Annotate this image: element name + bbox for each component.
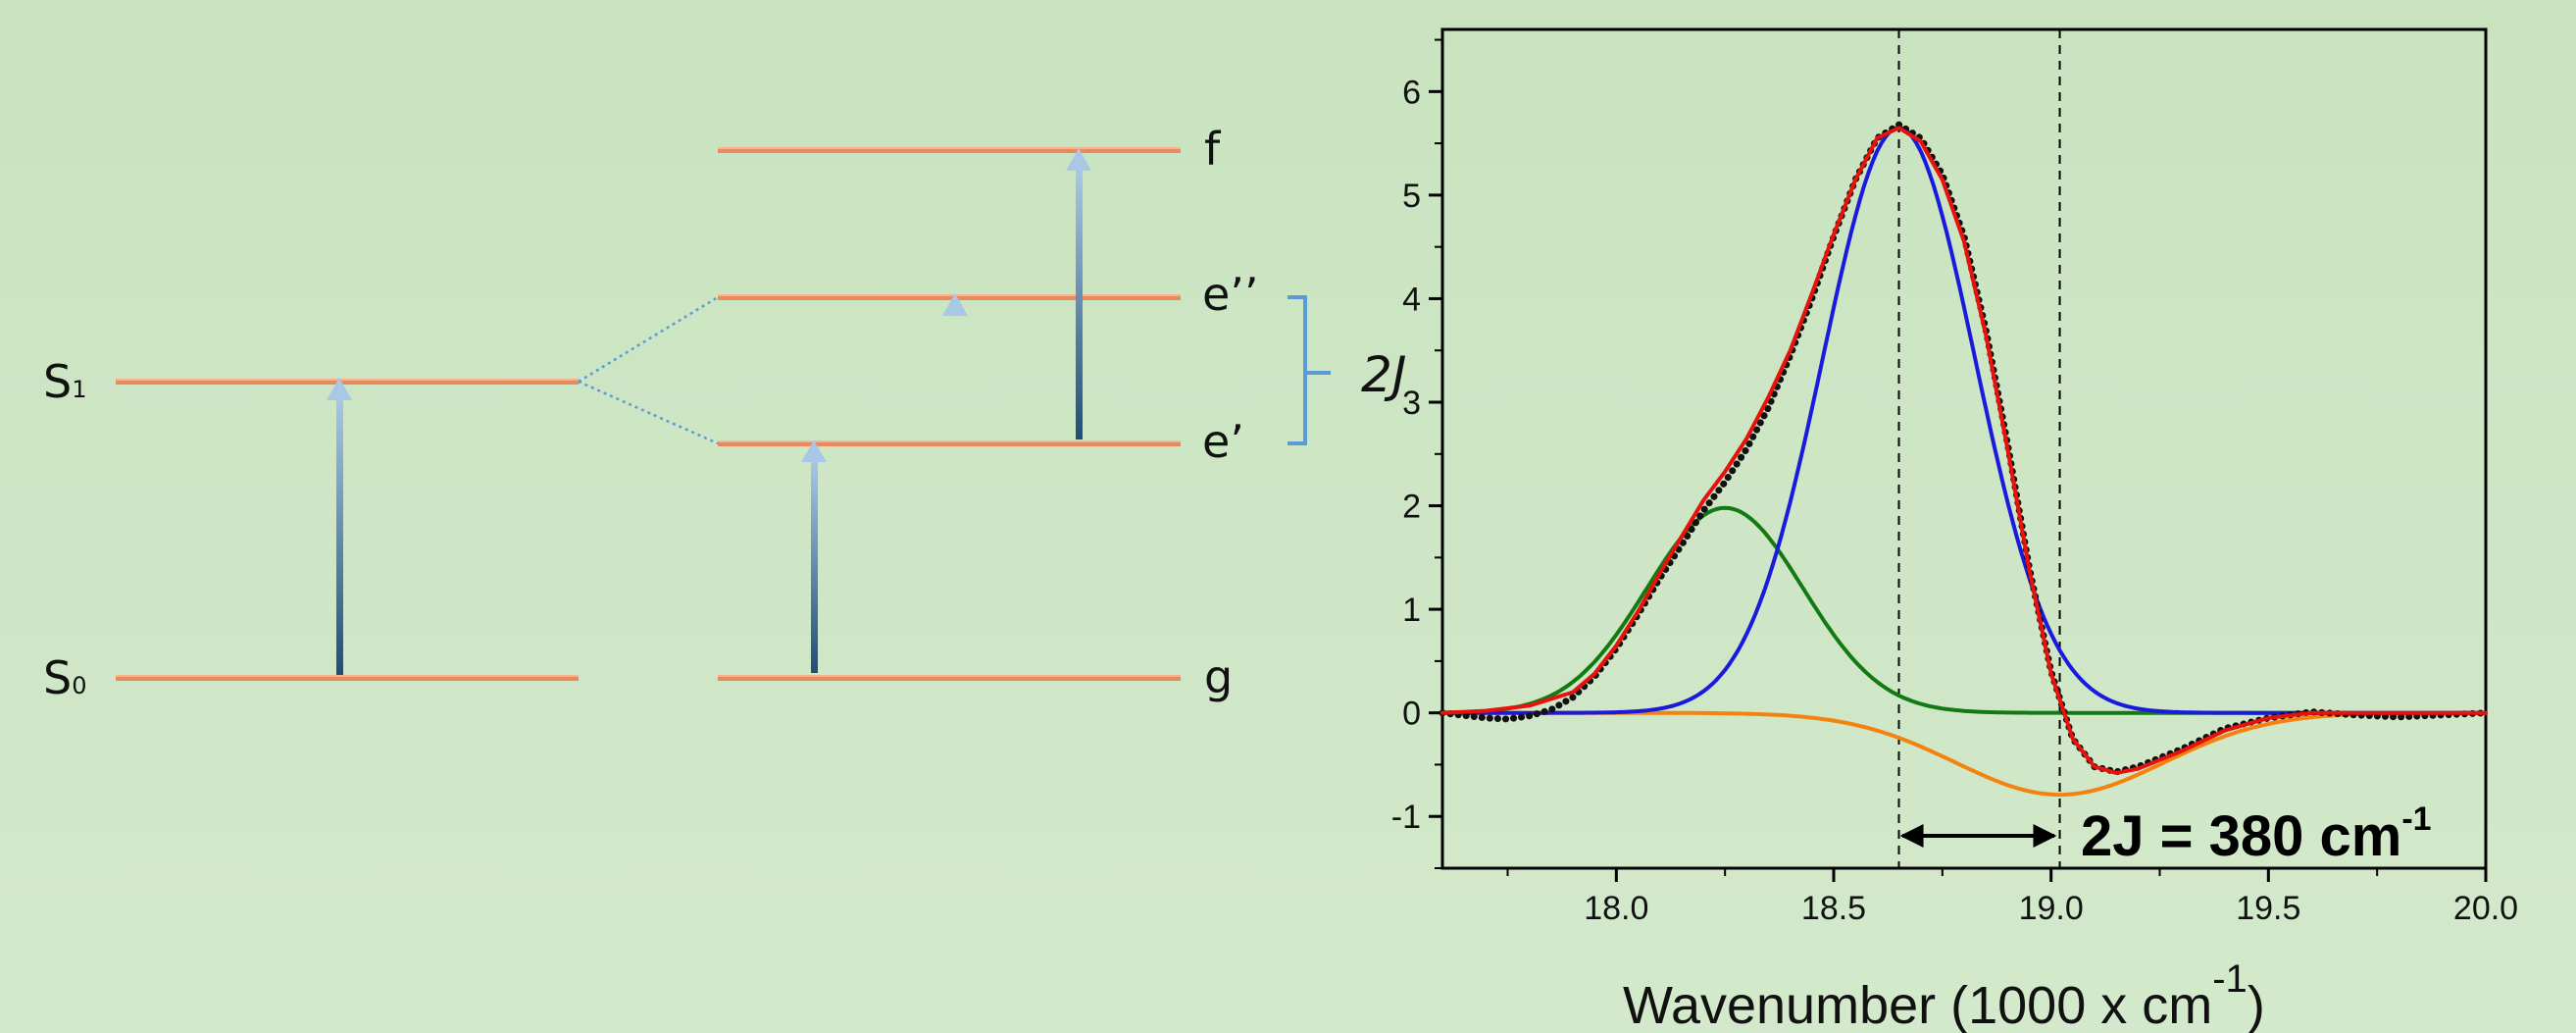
label-g: g [1204, 650, 1233, 703]
level-e-double-prime [718, 294, 1181, 300]
y-tick-label: 2 [1402, 489, 1421, 526]
x-tick-label: 18.5 [1801, 890, 1866, 927]
label-S0-sub: 0 [72, 672, 86, 699]
series-data [1439, 121, 2490, 776]
label-S1: S1 [43, 355, 86, 408]
splitting-annotation-sup: -1 [2401, 801, 2431, 838]
y-tick-label: 4 [1402, 281, 1421, 318]
x-axis-title-main: Wavenumber (1000 x cm [1623, 976, 2212, 1033]
y-tick-label: 3 [1402, 385, 1421, 422]
splitting-annotation-text: 2J = 380 cm [2081, 804, 2401, 868]
spectrum-chart: -1 0 1 2 3 4 5 6 18.0 18.5 19.0 19.5 20.0 2J = 380 … [1391, 27, 2518, 1033]
split-link-upper [578, 295, 719, 384]
level-S0 [116, 675, 579, 681]
series-group [1439, 121, 2490, 798]
arrow-e-prime-f [1066, 148, 1091, 439]
level-f [718, 147, 1181, 153]
y-tick-label: -1 [1391, 799, 1421, 836]
x-tick-label: 20.0 [2453, 890, 2518, 927]
series-orange [1440, 710, 2488, 798]
arrow-g-e-prime [801, 440, 827, 673]
reference-lines [1897, 29, 2061, 868]
label-e-double-prime: e’’ [1202, 268, 1259, 321]
series-green [1440, 505, 2488, 715]
series-fit [1440, 126, 2488, 775]
split-link-lower [578, 380, 719, 445]
splitting-bracket [1288, 295, 1331, 445]
label-S1-base: S [43, 355, 72, 408]
y-tick-label: 1 [1402, 592, 1421, 629]
level-S1 [116, 379, 579, 385]
label-S0: S0 [43, 651, 86, 704]
energy-level-diagram: S1 S0 f e’’ e’ g 2J [43, 123, 1407, 704]
level-g [718, 675, 1181, 681]
y-axis: -1 0 1 2 3 4 5 6 [1391, 38, 1442, 869]
label-S0-base: S [43, 651, 72, 704]
y-tick-label: 5 [1402, 178, 1421, 215]
x-tick-label: 19.5 [2236, 890, 2300, 927]
x-tick-label: 18.0 [1584, 890, 1648, 927]
plot-frame [1440, 27, 2488, 870]
splitting-annotation: 2J = 380 cm-1 [2081, 801, 2432, 868]
arrow-g-e-double-prime-dashed [942, 293, 968, 673]
x-axis-title: Wavenumber (1000 x cm-1) [1623, 957, 2265, 1033]
series-blue [1440, 126, 2488, 715]
x-axis: 18.0 18.5 19.0 19.5 20.0 [1506, 868, 2518, 927]
y-tick-label: 0 [1402, 696, 1421, 733]
label-f: f [1204, 123, 1222, 176]
arrow-S0-S1 [327, 378, 352, 675]
label-e-prime: e’ [1202, 415, 1244, 468]
x-tick-label: 19.0 [2019, 890, 2084, 927]
x-axis-title-close: ) [2248, 976, 2265, 1033]
label-S1-sub: 1 [72, 376, 86, 403]
y-tick-label: 6 [1402, 74, 1421, 111]
x-axis-title-sup: -1 [2212, 957, 2248, 1001]
label-2J: 2J [1361, 346, 1407, 403]
